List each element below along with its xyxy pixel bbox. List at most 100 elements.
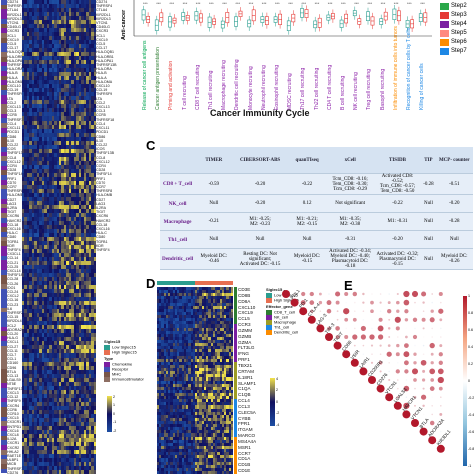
heat-cell <box>93 317 96 322</box>
heat-cell <box>83 16 87 21</box>
heat-cell <box>177 349 180 353</box>
heat-cell <box>78 56 82 61</box>
heat-cell <box>61 36 65 41</box>
heat-cell <box>91 76 94 81</box>
heat-cell <box>29 180 33 186</box>
heat-cell <box>86 465 89 471</box>
heat-cell <box>26 56 30 61</box>
heat-cell <box>76 365 80 370</box>
heat-cell <box>190 302 194 307</box>
heat-cell <box>76 100 80 105</box>
heat-cell <box>24 56 28 61</box>
heat-cell <box>39 341 43 346</box>
heat-cell <box>63 0 67 5</box>
heat-cell <box>73 124 77 129</box>
gene-label: CCR6 <box>7 407 17 412</box>
heat-cell <box>41 136 45 141</box>
gene-label: CXCL6 <box>7 428 19 433</box>
heat-cell <box>26 128 30 133</box>
heat-cell <box>24 188 28 194</box>
heat-cell <box>221 321 225 325</box>
heat-cell <box>29 52 33 57</box>
heat-cell <box>34 96 38 101</box>
heat-cell <box>68 313 72 318</box>
heat-cell <box>54 389 57 395</box>
heat-cell <box>54 413 57 419</box>
heat-cell <box>63 72 67 77</box>
type-bar-segment <box>1 9 7 15</box>
heat-cell <box>215 324 218 328</box>
heat-cell <box>36 152 40 158</box>
heat-cell <box>170 346 174 350</box>
heat-cell <box>59 433 62 439</box>
heat-cell <box>22 325 25 330</box>
heat-cell <box>39 136 43 141</box>
heat-cell <box>39 4 43 9</box>
heat-cell <box>22 245 25 250</box>
heat-cell <box>51 28 55 33</box>
heat-cell <box>36 457 40 463</box>
heat-cell <box>39 144 43 150</box>
heat-cell <box>34 333 38 338</box>
heat-cell <box>195 315 198 319</box>
gene-label: HLA-B <box>96 71 107 76</box>
heat-cell <box>161 361 165 366</box>
heat-cell <box>34 337 38 342</box>
heat-cell <box>46 417 50 423</box>
heat-cell <box>68 136 72 141</box>
heat-cell <box>195 346 198 350</box>
heat-cell <box>56 365 60 370</box>
heat-cell <box>172 324 176 328</box>
heat-cell <box>36 164 40 170</box>
heat-cell <box>81 60 85 65</box>
heat-cell <box>44 156 48 162</box>
heat-cell <box>31 325 35 330</box>
heat-cell <box>34 32 38 37</box>
heat-cell <box>93 16 96 21</box>
heat-cell <box>29 313 33 318</box>
heat-cell <box>61 92 65 97</box>
heat-cell <box>78 220 82 226</box>
heat-cell <box>56 333 60 338</box>
heat-cell <box>39 64 43 69</box>
heat-cell <box>73 72 77 77</box>
heat-cell <box>59 429 62 435</box>
heat-cell <box>183 358 187 363</box>
heat-cell <box>197 364 200 369</box>
heat-cell <box>39 253 43 258</box>
table-row: Dendritic_cell Myeloid DC: -0.46 Resting D… <box>160 248 473 270</box>
heat-cell <box>66 88 70 93</box>
heat-cell <box>177 361 180 366</box>
heat-cell <box>188 361 191 366</box>
heat-cell <box>61 245 65 250</box>
table-cell: M1: -0.35; M2: -0.38 <box>326 212 374 231</box>
heat-cell <box>24 108 28 113</box>
heat-cell <box>81 353 85 358</box>
heat-cell <box>93 144 96 150</box>
heat-cell <box>61 265 65 270</box>
heat-cell <box>88 289 92 294</box>
heat-cell <box>61 425 65 431</box>
heat-cell <box>24 309 28 314</box>
heat-cell <box>226 315 229 319</box>
heat-cell <box>71 128 75 133</box>
heat-cell <box>54 365 57 370</box>
heat-cell <box>76 449 80 455</box>
heat-cell <box>197 355 200 360</box>
heat-cell <box>188 299 191 303</box>
heat-cell <box>39 237 43 242</box>
heat-cell <box>83 437 87 443</box>
heat-cell <box>71 313 75 318</box>
heat-cell <box>78 429 82 435</box>
heat-cell <box>91 32 94 37</box>
table-cell: -0.20 <box>232 173 288 195</box>
heat-cell <box>215 352 218 356</box>
type-bar-segment <box>1 184 7 190</box>
heat-cell <box>179 299 182 303</box>
heat-cell <box>31 337 35 342</box>
heat-cell <box>54 124 57 129</box>
heat-cell <box>54 265 57 270</box>
heat-cell <box>93 108 96 113</box>
heat-cell <box>73 345 77 350</box>
heat-cell <box>71 24 75 29</box>
